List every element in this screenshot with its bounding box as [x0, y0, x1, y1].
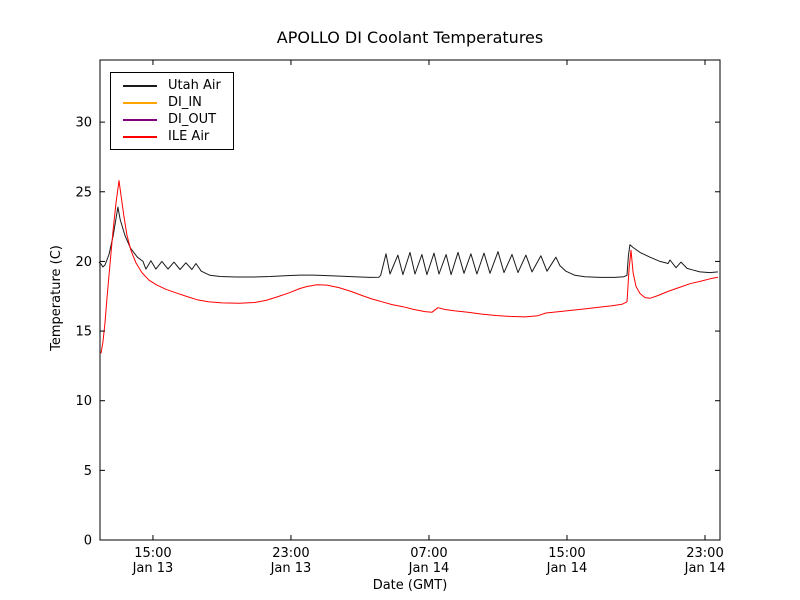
y-tick-label: 25 [75, 185, 92, 200]
legend-entry-ile-air: ILE Air [123, 128, 223, 145]
legend-label: ILE Air [168, 129, 210, 144]
y-tick-label: 15 [75, 325, 92, 340]
x-tick-label-date: Jan 14 [684, 561, 726, 576]
legend-entry-utah-air: Utah Air [123, 77, 223, 94]
legend-label: DI_IN [168, 95, 202, 110]
x-tick-label-time: 23:00 [686, 546, 723, 561]
y-tick-label: 20 [75, 255, 92, 270]
series-utah-air [98, 206, 718, 278]
x-tick-label-date: Jan 14 [546, 561, 588, 576]
x-tick-label-time: 15:00 [134, 546, 171, 561]
legend-line-sample [123, 84, 157, 87]
x-tick-label-time: 23:00 [272, 546, 309, 561]
x-tick-label-date: Jan 13 [132, 561, 174, 576]
x-tick-label-time: 15:00 [548, 546, 585, 561]
y-tick-label: 10 [75, 394, 92, 409]
y-tick-label: 0 [84, 534, 92, 549]
series-ile-air [100, 180, 718, 354]
legend-entry-di-out: DI_OUT [123, 111, 223, 128]
legend: Utah Air DI_IN DI_OUT ILE Air [110, 72, 234, 150]
legend-line-sample [123, 135, 157, 138]
x-tick-label-date: Jan 13 [270, 561, 312, 576]
legend-label: DI_OUT [168, 112, 217, 127]
chart-title: APOLLO DI Coolant Temperatures [277, 28, 543, 47]
legend-line-sample [123, 101, 157, 104]
y-axis-label: Temperature (C) [49, 245, 64, 352]
legend-line-sample [123, 118, 157, 121]
x-tick-label-date: Jan 14 [408, 561, 450, 576]
y-tick-label: 30 [75, 116, 92, 131]
legend-label: Utah Air [168, 78, 221, 93]
x-axis-label: Date (GMT) [373, 578, 448, 593]
x-tick-label-time: 07:00 [410, 546, 447, 561]
y-tick-label: 5 [84, 464, 92, 479]
plot-frame [99, 59, 721, 541]
legend-entry-di-in: DI_IN [123, 94, 223, 111]
